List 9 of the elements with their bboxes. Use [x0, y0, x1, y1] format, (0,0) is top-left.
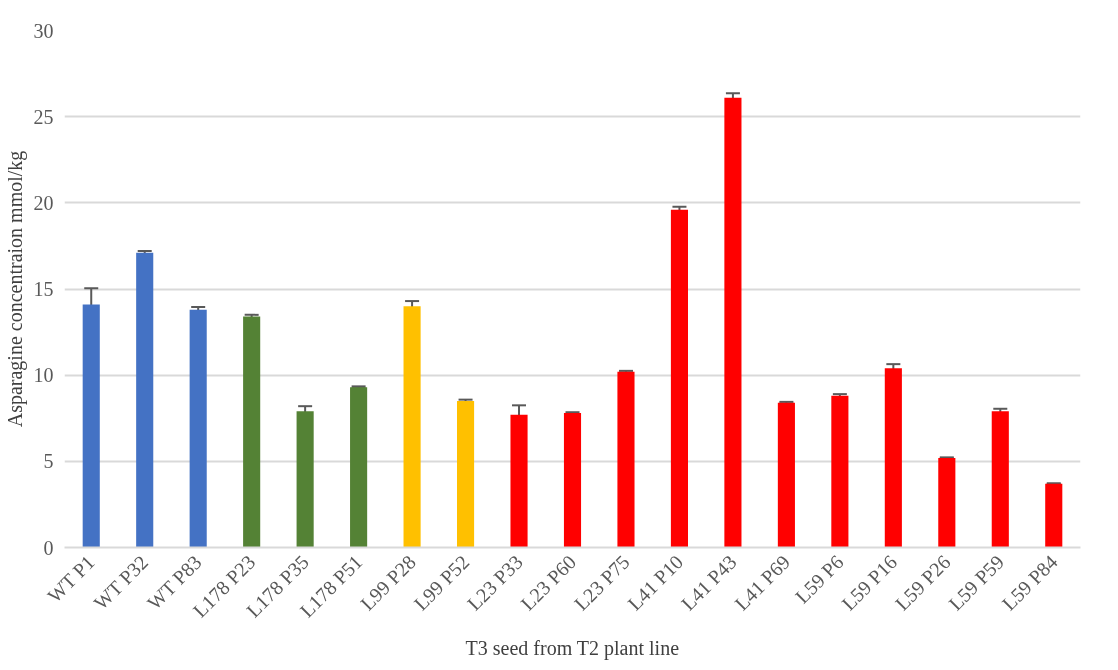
- x-axis-title: T3 seed from T2 plant line: [465, 637, 680, 661]
- y-tick-label: 25: [33, 105, 54, 128]
- y-tick-label: 10: [33, 364, 54, 387]
- y-tick-label: 15: [33, 278, 54, 300]
- y-axis-title: Asparagine concentraion mmol/kg: [3, 150, 27, 428]
- y-tick-label: 20: [33, 191, 54, 214]
- y-tick-label: 0: [43, 536, 54, 559]
- y-tick-label: 30: [33, 19, 54, 42]
- y-tick-label: 5: [43, 450, 54, 473]
